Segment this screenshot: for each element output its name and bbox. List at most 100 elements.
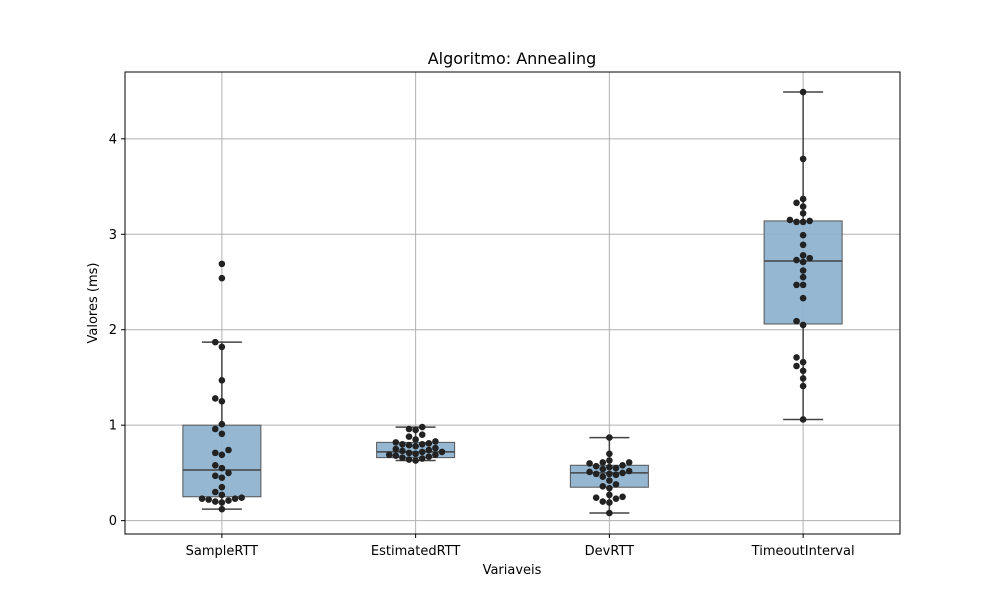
data-point xyxy=(399,447,406,455)
y-tick-label: 3 xyxy=(109,228,117,243)
data-point xyxy=(799,241,807,249)
data-point xyxy=(799,231,807,239)
data-point xyxy=(799,273,807,281)
data-point xyxy=(211,449,219,457)
data-point xyxy=(612,495,620,502)
x-tick-label: DevRTT xyxy=(585,544,635,559)
data-point xyxy=(205,496,212,503)
data-point xyxy=(418,423,426,431)
data-point xyxy=(418,431,426,439)
y-axis-label: Valores (ms) xyxy=(86,263,101,344)
data-point xyxy=(612,471,620,479)
data-point xyxy=(606,434,613,441)
data-point xyxy=(586,460,593,467)
data-point xyxy=(218,430,226,438)
data-point xyxy=(432,438,439,445)
x-tick-label: TimeoutInterval xyxy=(751,544,855,559)
data-point xyxy=(599,459,607,466)
data-point xyxy=(425,453,433,460)
data-point xyxy=(218,451,226,459)
y-tick-label: 1 xyxy=(109,419,117,434)
data-point xyxy=(438,448,446,456)
data-point xyxy=(432,451,439,459)
data-point xyxy=(612,464,620,472)
data-point xyxy=(231,495,239,502)
data-point xyxy=(432,444,439,452)
data-point xyxy=(786,216,794,224)
data-point xyxy=(599,482,607,490)
data-point xyxy=(799,218,807,226)
data-point xyxy=(412,457,419,464)
data-point xyxy=(793,218,800,226)
data-point xyxy=(385,451,393,459)
data-point xyxy=(405,433,413,440)
data-point xyxy=(405,456,413,463)
data-point xyxy=(405,425,413,433)
data-point xyxy=(425,440,433,447)
data-point xyxy=(218,483,226,491)
data-point xyxy=(606,491,613,499)
data-point xyxy=(211,488,219,496)
data-point xyxy=(799,251,807,259)
data-point xyxy=(218,474,226,481)
data-point xyxy=(586,468,593,476)
y-tick-label: 2 xyxy=(109,323,117,338)
data-point xyxy=(793,256,800,264)
data-point xyxy=(225,469,232,477)
data-point xyxy=(211,498,219,505)
plot-frame xyxy=(124,71,901,535)
data-point xyxy=(606,470,613,478)
data-point xyxy=(412,426,419,434)
data-point xyxy=(799,203,807,210)
chart-title: Algoritmo: Annealing xyxy=(428,49,597,68)
data-point xyxy=(793,281,800,289)
data-point xyxy=(412,436,419,443)
data-point xyxy=(799,382,807,390)
data-point xyxy=(606,499,613,506)
data-point xyxy=(799,281,807,289)
data-point xyxy=(218,420,226,428)
data-point xyxy=(399,440,406,448)
data-point xyxy=(606,509,613,517)
data-point xyxy=(625,467,633,475)
data-point xyxy=(238,494,245,502)
data-point xyxy=(606,477,613,484)
data-point xyxy=(799,375,807,382)
data-point xyxy=(418,448,426,456)
data-point xyxy=(399,454,406,461)
data-point xyxy=(793,199,800,207)
data-point xyxy=(599,465,607,473)
data-point xyxy=(606,463,613,471)
y-tick-label: 4 xyxy=(109,132,117,147)
data-point xyxy=(619,493,626,501)
data-point xyxy=(606,484,613,492)
data-point xyxy=(405,441,413,449)
data-point xyxy=(425,446,433,454)
data-point xyxy=(599,498,607,505)
data-point xyxy=(211,425,219,433)
data-point xyxy=(619,469,626,477)
data-points xyxy=(198,88,814,517)
data-point xyxy=(392,439,400,446)
data-point xyxy=(198,495,206,502)
data-point xyxy=(806,217,814,225)
data-point xyxy=(218,398,226,405)
data-point xyxy=(211,461,219,469)
data-point xyxy=(218,491,226,499)
data-point xyxy=(806,254,814,262)
data-point xyxy=(218,377,226,384)
data-point xyxy=(418,455,426,462)
data-point xyxy=(412,442,419,450)
data-point xyxy=(218,499,226,506)
data-point xyxy=(625,459,633,466)
data-point xyxy=(799,321,807,329)
data-point xyxy=(799,155,807,163)
data-point xyxy=(793,317,800,325)
x-tick-label: EstimatedRTT xyxy=(371,544,460,559)
data-point xyxy=(405,449,413,457)
data-point xyxy=(606,450,613,458)
data-point xyxy=(592,494,600,502)
data-point xyxy=(211,395,219,402)
